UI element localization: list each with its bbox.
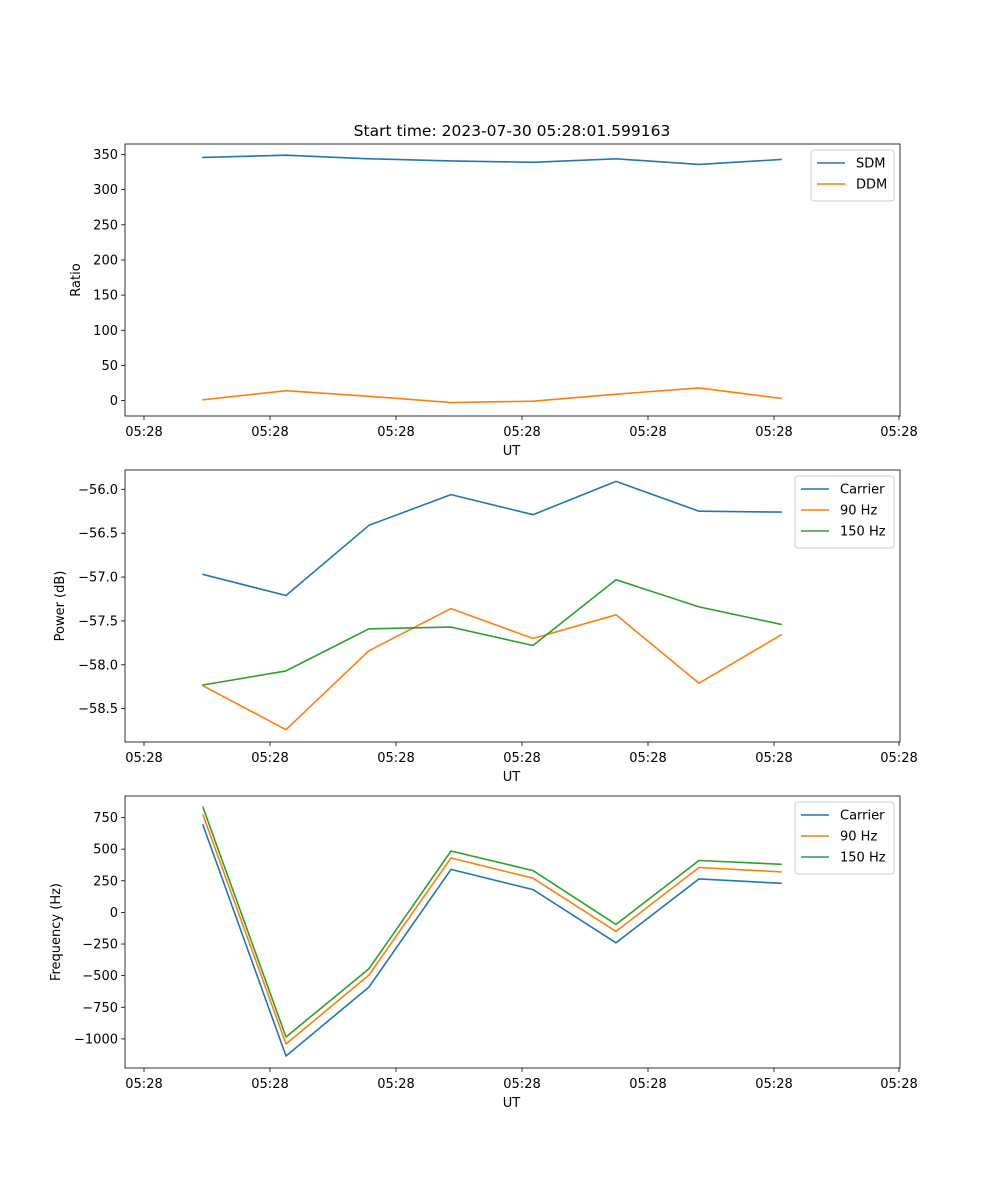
y-tick-label: −1000 xyxy=(74,1032,118,1047)
subplot-1: 05:28 05:28 05:28 05:28 05:28 05:28 05:28 0 50 10… xyxy=(69,143,918,459)
y-tick-label: −56.5 xyxy=(78,527,118,542)
y-tick-label: 300 xyxy=(93,183,118,198)
x-tick-label: 05:28 xyxy=(880,1077,917,1092)
x-tick-label: 05:28 xyxy=(377,1077,414,1092)
x-tick-label: 05:28 xyxy=(880,751,917,766)
y-tick-label: 250 xyxy=(93,874,118,889)
x-tick-label: 05:28 xyxy=(125,1077,162,1092)
series-line-150-hz xyxy=(201,806,782,1038)
chart-title: Start time: 2023-07-30 05:28:01.599163 xyxy=(354,122,671,140)
x-tick-label: 05:28 xyxy=(755,751,792,766)
legend-label: 150 Hz xyxy=(840,851,886,866)
x-tick-label: 05:28 xyxy=(377,751,414,766)
y-tick-label: 350 xyxy=(93,148,118,163)
axes-frame xyxy=(124,143,901,417)
x-tick-label: 05:28 xyxy=(503,425,540,440)
y-axis-label: Power (dB) xyxy=(53,571,68,642)
legend-label: Carrier xyxy=(840,809,885,824)
x-tick-label: 05:28 xyxy=(880,425,917,440)
x-tick-label: 05:28 xyxy=(629,1077,666,1092)
x-tick-label: 05:28 xyxy=(503,751,540,766)
x-tick-label: 05:28 xyxy=(629,751,666,766)
y-tick-label: −57.0 xyxy=(78,571,118,586)
legend: Carrier 90 Hz 150 Hz xyxy=(794,801,895,875)
legend-label: 90 Hz xyxy=(840,504,877,519)
legend-label: 150 Hz xyxy=(840,525,886,540)
y-tick-label: −58.0 xyxy=(78,658,118,673)
legend-box xyxy=(794,801,895,875)
y-tick-label: 50 xyxy=(101,359,118,374)
y-tick-label: −57.5 xyxy=(78,614,118,629)
y-tick-label: 0 xyxy=(110,906,118,921)
x-tick-label: 05:28 xyxy=(377,425,414,440)
x-tick-label: 05:28 xyxy=(251,425,288,440)
x-axis-label: UT xyxy=(503,444,521,459)
series-line-90-hz xyxy=(201,813,782,1045)
axes-frame xyxy=(124,795,901,1069)
y-tick-label: 0 xyxy=(110,394,118,409)
series-line-90-hz xyxy=(201,607,783,731)
x-axis-label: UT xyxy=(503,770,521,785)
x-tick-label: 05:28 xyxy=(251,1077,288,1092)
x-tick-label: 05:28 xyxy=(755,425,792,440)
legend-label: 90 Hz xyxy=(840,830,877,845)
series-line-carrier xyxy=(201,824,782,1057)
y-tick-label: −500 xyxy=(82,969,118,984)
x-tick-label: 05:28 xyxy=(125,751,162,766)
y-tick-label: 200 xyxy=(93,253,118,268)
legend: SDM DDM xyxy=(810,149,895,202)
y-tick-label: −58.5 xyxy=(78,702,118,717)
y-axis-label: Frequency (Hz) xyxy=(49,883,64,981)
y-tick-label: 750 xyxy=(93,811,118,826)
x-tick-label: 05:28 xyxy=(629,425,666,440)
legend-label: Carrier xyxy=(840,483,885,498)
series-line-150-hz xyxy=(202,578,782,686)
x-tick-label: 05:28 xyxy=(503,1077,540,1092)
legend: Carrier 90 Hz 150 Hz xyxy=(794,475,895,549)
y-tick-label: −750 xyxy=(82,1001,118,1016)
series-line-sdm xyxy=(202,154,782,166)
y-tick-label: 150 xyxy=(93,289,118,304)
y-axis-label: Ratio xyxy=(69,263,84,296)
axes-frame xyxy=(124,469,901,743)
series-line-carrier xyxy=(202,480,782,597)
subplot-2: 05:28 05:28 05:28 05:28 05:28 05:28 05:28 −58.5… xyxy=(53,469,918,785)
x-tick-label: 05:28 xyxy=(125,425,162,440)
y-tick-label: 500 xyxy=(93,843,118,858)
x-axis-label: UT xyxy=(503,1096,521,1111)
series-line-ddm xyxy=(202,387,782,404)
y-tick-label: 250 xyxy=(93,218,118,233)
y-tick-label: −250 xyxy=(82,938,118,953)
x-tick-label: 05:28 xyxy=(755,1077,792,1092)
y-tick-label: 100 xyxy=(93,324,118,339)
legend-label: SDM xyxy=(856,157,885,172)
legend-label: DDM xyxy=(856,178,887,193)
legend-box xyxy=(794,475,895,549)
subplot-3: 05:28 05:28 05:28 05:28 05:28 05:28 05:28 −1000… xyxy=(49,795,918,1111)
y-tick-label: −56.0 xyxy=(78,483,118,498)
x-tick-label: 05:28 xyxy=(251,751,288,766)
